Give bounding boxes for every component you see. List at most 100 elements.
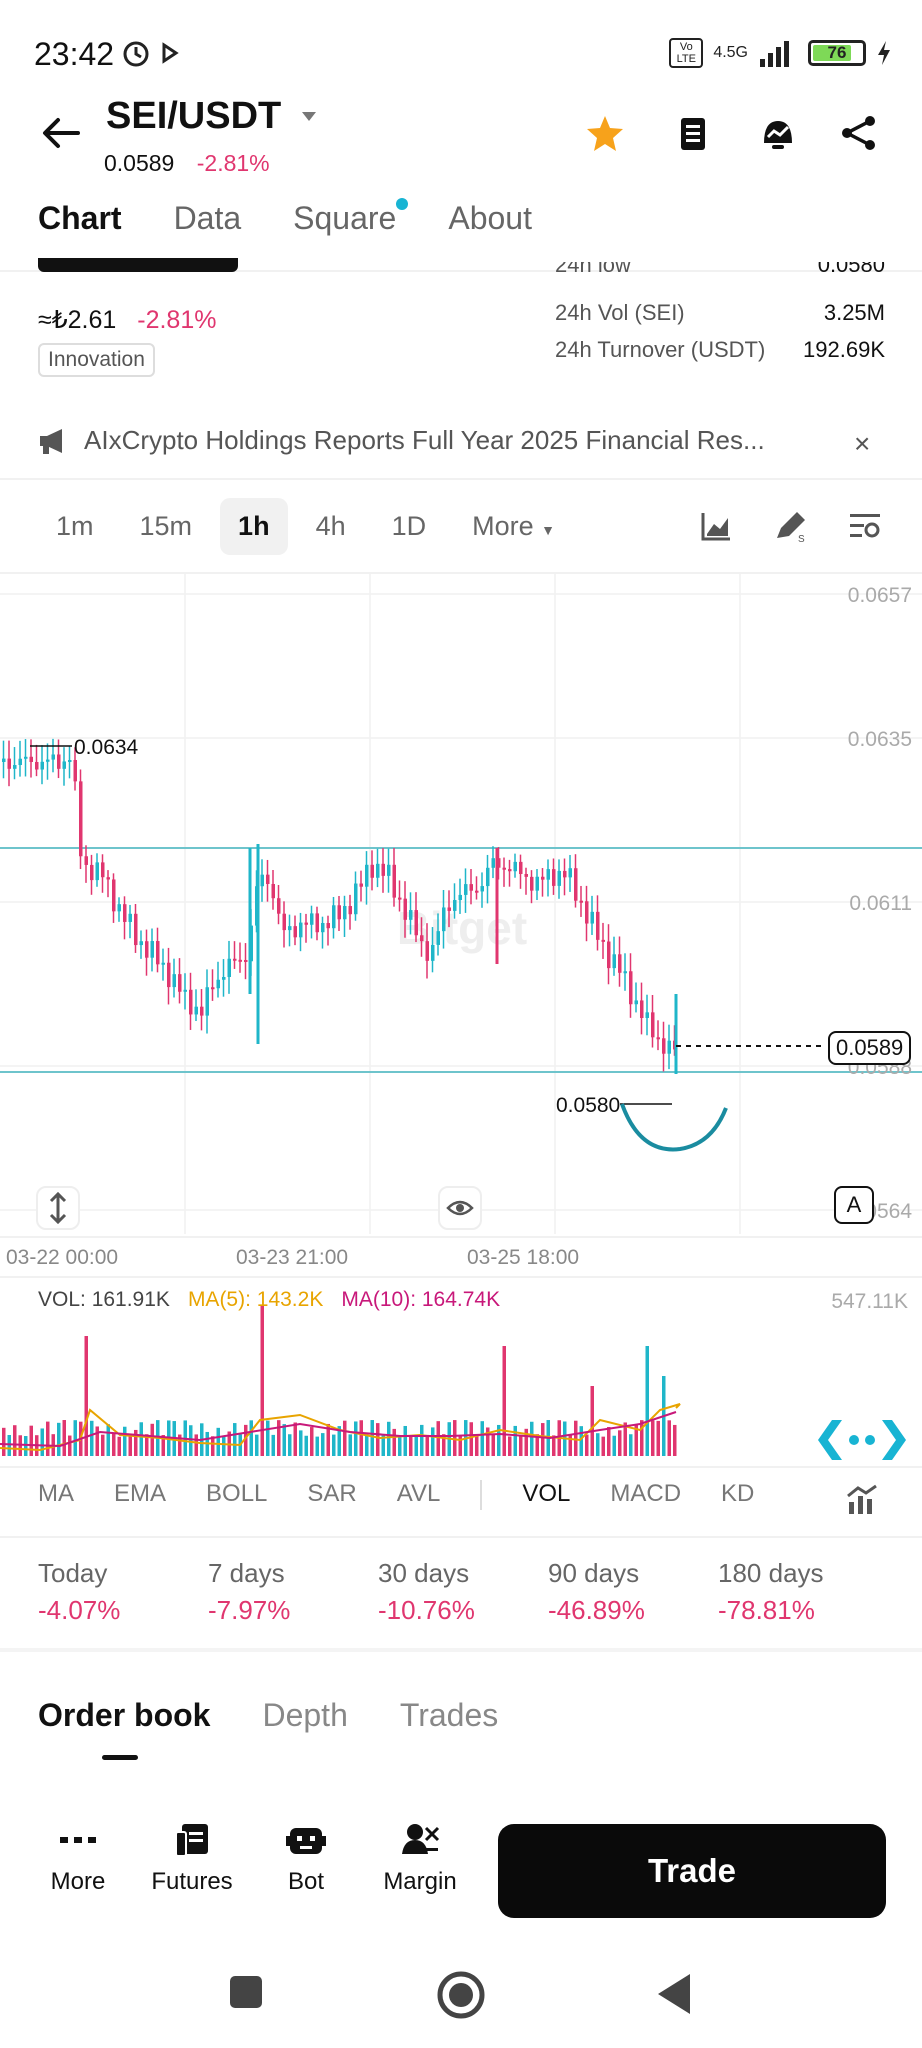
bot-button[interactable]: Bot — [266, 1822, 346, 1896]
candle-body — [139, 941, 143, 946]
volume-bar — [178, 1434, 182, 1456]
news-ticker[interactable]: AIxCrypto Holdings Reports Full Year 202… — [38, 425, 888, 456]
innovation-tag[interactable]: Innovation — [38, 343, 155, 377]
alert-icon[interactable] — [758, 113, 798, 153]
volume-bar — [266, 1420, 270, 1456]
indicator-macd[interactable]: MACD — [610, 1480, 682, 1507]
volume-bar — [134, 1429, 138, 1456]
header-price-line: 0.0589 -2.81% — [104, 150, 270, 177]
chart-settings-icon[interactable] — [848, 510, 882, 542]
fab-icon[interactable] — [818, 1420, 906, 1460]
volume-bar — [73, 1420, 77, 1456]
timeframe-15m[interactable]: 15m — [139, 511, 193, 541]
volume-bar — [370, 1420, 374, 1456]
timeframe-1d[interactable]: 1D — [391, 511, 427, 541]
candle-body — [62, 761, 66, 769]
indicator-sar[interactable]: SAR — [307, 1480, 357, 1507]
volume-bar — [673, 1424, 677, 1456]
eye-icon[interactable] — [438, 1186, 482, 1230]
volume-bar — [299, 1430, 303, 1456]
close-icon[interactable]: × — [854, 428, 871, 459]
indicator-kd[interactable]: KD — [721, 1480, 755, 1507]
news-text: AIxCrypto Holdings Reports Full Year 202… — [84, 425, 765, 455]
timeframe-1h[interactable]: 1h — [220, 498, 288, 555]
margin-button[interactable]: Margin — [380, 1822, 460, 1896]
low-label: 0.0580 — [556, 1094, 620, 1117]
volume-bar — [612, 1435, 616, 1456]
x-tick: 03-22 00:00 — [6, 1246, 119, 1269]
perf-90d: 90 days -46.89% — [548, 1558, 645, 1625]
volume-bar — [667, 1420, 671, 1456]
draw-tool-icon[interactable]: S — [773, 508, 809, 544]
indicator-boll[interactable]: BOLL — [206, 1480, 268, 1507]
header-price: 0.0589 — [104, 150, 175, 176]
indicator-vol[interactable]: VOL — [522, 1480, 571, 1507]
tab-trades[interactable]: Trades — [399, 1697, 499, 1733]
candle-body — [7, 758, 11, 769]
candle-body — [442, 907, 446, 932]
futures-icon — [175, 1824, 208, 1857]
hand-drawn-curve — [620, 1103, 728, 1152]
tab-square[interactable]: Square — [293, 198, 409, 237]
tab-data[interactable]: Data — [173, 200, 242, 236]
volte-icon: Vo LTE — [669, 38, 704, 68]
recents-icon[interactable] — [228, 1974, 264, 2010]
tab-about[interactable]: About — [448, 200, 532, 236]
candle-body — [354, 883, 358, 915]
tab-chart[interactable]: Chart — [38, 200, 122, 236]
perf-180d: 180 days -78.81% — [718, 1558, 824, 1625]
candle-body — [128, 913, 132, 922]
candle-body — [315, 913, 319, 933]
star-icon[interactable] — [585, 113, 625, 153]
divider — [0, 1466, 922, 1468]
volume-bar — [431, 1427, 435, 1456]
futures-button[interactable]: Futures — [151, 1822, 233, 1896]
ma10-label: MA(10): 164.74K — [341, 1288, 501, 1311]
auto-scale-button[interactable]: A — [834, 1186, 874, 1224]
pair-title[interactable]: SEI/USDT — [106, 95, 282, 137]
volume-bar — [475, 1434, 479, 1456]
indicator-ma[interactable]: MA — [38, 1480, 74, 1507]
candle-body — [447, 907, 451, 911]
volume-bar — [414, 1434, 418, 1456]
expand-vertical-icon[interactable] — [36, 1186, 80, 1230]
candle-body — [90, 864, 94, 881]
timeframe-4h[interactable]: 4h — [315, 511, 346, 541]
volume-bar — [211, 1436, 215, 1456]
timeframe-more[interactable]: More ▼ — [472, 511, 556, 541]
volume-bar — [596, 1433, 600, 1456]
candle-body — [73, 760, 77, 782]
candlestick-chart[interactable]: Bitget 0.0634 0.0580 0.0657 0.0635 0.061… — [0, 574, 922, 1234]
orderbook-tabs: Order book Depth Trades — [38, 1697, 499, 1760]
share-icon[interactable] — [840, 114, 878, 152]
x-tick: 03-25 18:00 — [467, 1246, 580, 1269]
more-button[interactable]: More — [38, 1822, 118, 1896]
ma10-line — [0, 1411, 677, 1448]
bot-icon — [286, 1828, 326, 1854]
indicator-avl[interactable]: AVL — [396, 1480, 441, 1507]
candles — [2, 738, 678, 1074]
candle-body — [376, 863, 380, 878]
notebook-icon[interactable] — [676, 115, 710, 153]
chart-type-icon[interactable] — [700, 510, 732, 542]
trade-button[interactable]: Trade — [498, 1824, 886, 1918]
back-nav-icon[interactable] — [654, 1972, 694, 2016]
back-arrow-icon[interactable] — [40, 115, 82, 151]
candle-body — [84, 856, 88, 865]
home-icon[interactable] — [436, 1970, 486, 2020]
indicator-ema[interactable]: EMA — [114, 1480, 167, 1507]
volume-bar — [84, 1336, 88, 1456]
volume-bar — [480, 1421, 484, 1456]
volume-chart[interactable] — [0, 1300, 922, 1460]
candle-body — [200, 1006, 204, 1016]
indicator-settings-icon[interactable] — [846, 1484, 878, 1516]
candle-body — [387, 864, 391, 876]
candle-body — [651, 1012, 655, 1038]
tab-order-book[interactable]: Order book — [38, 1697, 210, 1760]
candle-body — [458, 894, 462, 901]
summary-change: -2.81% — [137, 306, 217, 334]
timeframe-1m[interactable]: 1m — [56, 511, 94, 541]
chevron-down-icon[interactable] — [300, 110, 318, 124]
tab-depth[interactable]: Depth — [262, 1697, 348, 1733]
volume-bar — [326, 1423, 330, 1456]
